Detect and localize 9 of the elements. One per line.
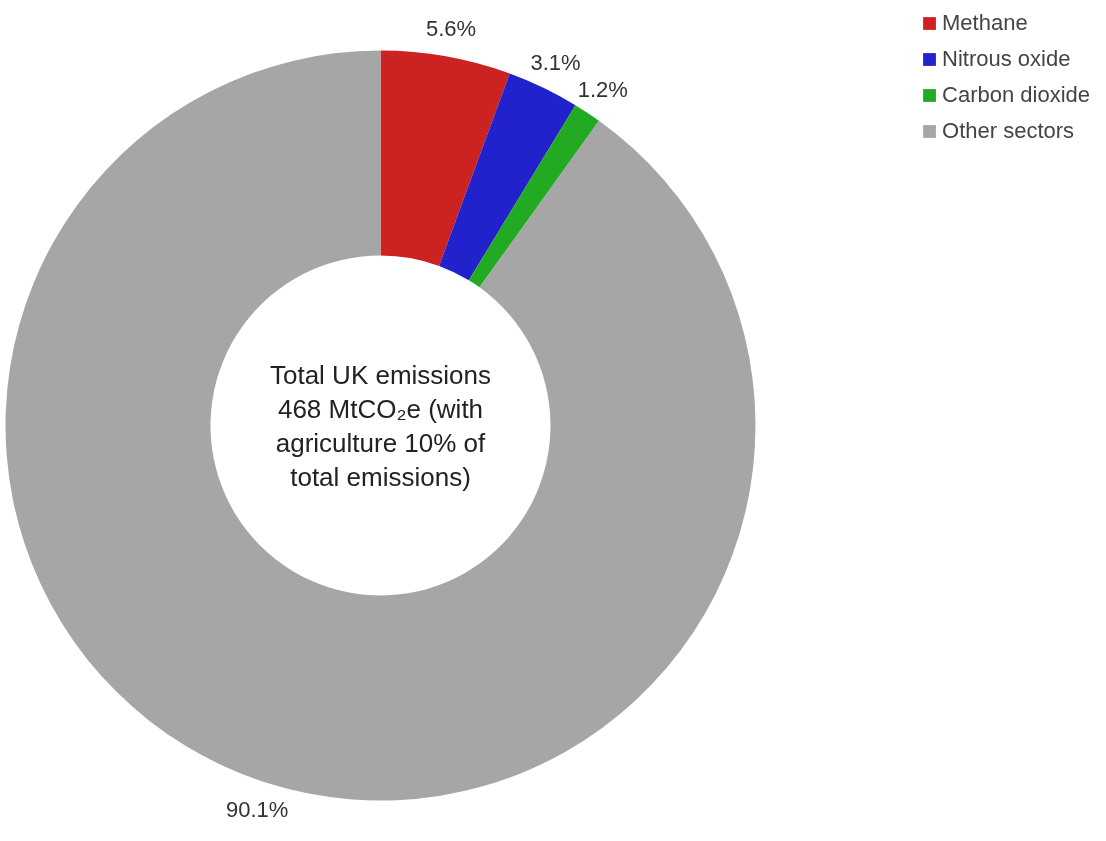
data-label: 3.1% bbox=[530, 49, 581, 75]
data-label: 1.2% bbox=[577, 76, 628, 102]
data-label: 5.6% bbox=[425, 16, 477, 42]
data-label: 90.1% bbox=[225, 796, 289, 822]
text: Total UK emissions 468 MtCO₂e (with agriculture 10% of total emissions) bbox=[269, 359, 492, 492]
legend-label: Carbon dioxide bbox=[942, 82, 1090, 108]
legend-label: Nitrous oxide bbox=[942, 46, 1071, 72]
legend-label: Other sectors bbox=[942, 118, 1075, 144]
legend-label: Methane bbox=[942, 10, 1028, 36]
